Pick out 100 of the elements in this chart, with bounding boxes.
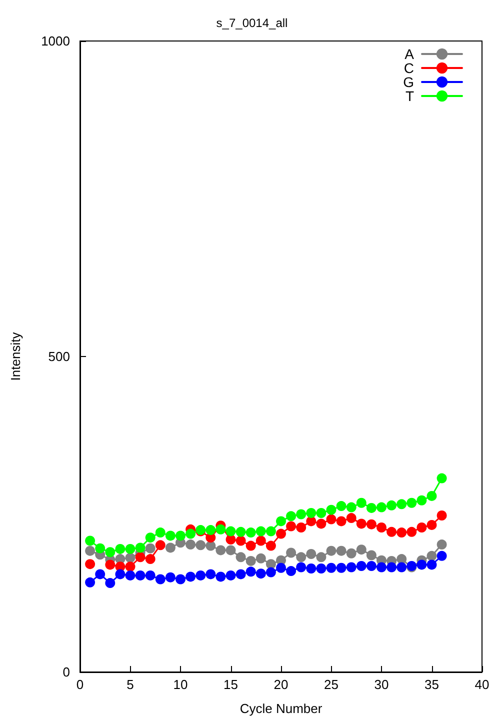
- point: [416, 560, 427, 570]
- point: [236, 536, 246, 546]
- x-tick-label: 25: [324, 677, 338, 692]
- x-tick-label: 35: [424, 677, 439, 692]
- point: [346, 548, 356, 558]
- point: [326, 504, 336, 515]
- point: [206, 525, 216, 536]
- point: [326, 562, 336, 573]
- point: [286, 548, 296, 558]
- x-tick-label: 0: [76, 677, 84, 692]
- point: [276, 516, 286, 526]
- point: [376, 522, 386, 532]
- point: [276, 528, 286, 539]
- point: [336, 501, 346, 512]
- point: [306, 508, 316, 518]
- point: [206, 540, 216, 551]
- point: [186, 528, 196, 539]
- x-tick-label: 5: [126, 677, 134, 692]
- point: [236, 552, 246, 562]
- point: [386, 500, 397, 510]
- point: [176, 530, 186, 541]
- point: [396, 554, 407, 564]
- point: [436, 550, 447, 561]
- point: [296, 562, 306, 572]
- point: [376, 502, 386, 512]
- point: [256, 536, 266, 546]
- point: [135, 542, 146, 553]
- point: [216, 524, 226, 534]
- point: [216, 572, 226, 582]
- point: [396, 499, 407, 510]
- point: [426, 550, 437, 561]
- point: [286, 566, 296, 576]
- point: [95, 569, 106, 580]
- point: [306, 564, 316, 574]
- point: [85, 546, 96, 556]
- point: [316, 508, 326, 518]
- point: [105, 547, 116, 558]
- point: [135, 570, 146, 580]
- chart-title: s_7_0014_all: [216, 16, 288, 30]
- point: [196, 540, 206, 550]
- point: [105, 578, 116, 588]
- point: [256, 568, 266, 579]
- y-tick-label: 1000: [41, 34, 70, 48]
- point: [396, 562, 407, 572]
- point: [226, 534, 236, 544]
- point: [356, 544, 366, 555]
- point: [206, 569, 216, 580]
- point: [406, 526, 417, 537]
- point: [176, 574, 186, 584]
- legend-label: C: [404, 60, 414, 76]
- point: [266, 526, 276, 536]
- point: [115, 544, 126, 554]
- x-tick-label: 40: [474, 677, 490, 692]
- point: [386, 562, 397, 572]
- point: [155, 540, 166, 550]
- point: [246, 566, 256, 577]
- point: [246, 540, 256, 551]
- point: [256, 553, 266, 564]
- point: [356, 498, 366, 508]
- point: [316, 552, 326, 562]
- point: [296, 522, 306, 532]
- point: [266, 559, 276, 570]
- point: [226, 570, 236, 580]
- point: [186, 572, 196, 582]
- point: [416, 522, 427, 532]
- point: [316, 518, 326, 529]
- point: [266, 567, 276, 578]
- point: [125, 570, 136, 580]
- point: [366, 502, 376, 513]
- point: [336, 546, 346, 556]
- point: [286, 521, 296, 532]
- y-tick-label: 500: [48, 349, 70, 364]
- point: [426, 560, 437, 570]
- point: [426, 520, 437, 530]
- point: [196, 570, 206, 580]
- point: [286, 511, 296, 522]
- point: [346, 513, 356, 524]
- point: [145, 554, 156, 564]
- point: [85, 577, 96, 588]
- point: [95, 543, 106, 554]
- point: [356, 518, 366, 529]
- legend-label: G: [403, 74, 414, 90]
- point: [155, 574, 166, 584]
- point: [396, 528, 407, 538]
- point: [115, 569, 126, 580]
- point: [436, 510, 447, 521]
- point: [276, 562, 286, 573]
- point: [296, 509, 306, 520]
- point: [336, 562, 346, 573]
- point: [366, 519, 376, 530]
- point: [416, 495, 427, 506]
- point: [306, 549, 316, 559]
- point: [226, 526, 236, 536]
- point: [356, 560, 366, 571]
- point: [426, 490, 437, 501]
- legend-label: A: [404, 46, 415, 62]
- point: [336, 516, 346, 526]
- point: [256, 526, 266, 536]
- point: [145, 543, 156, 554]
- point: [125, 544, 136, 554]
